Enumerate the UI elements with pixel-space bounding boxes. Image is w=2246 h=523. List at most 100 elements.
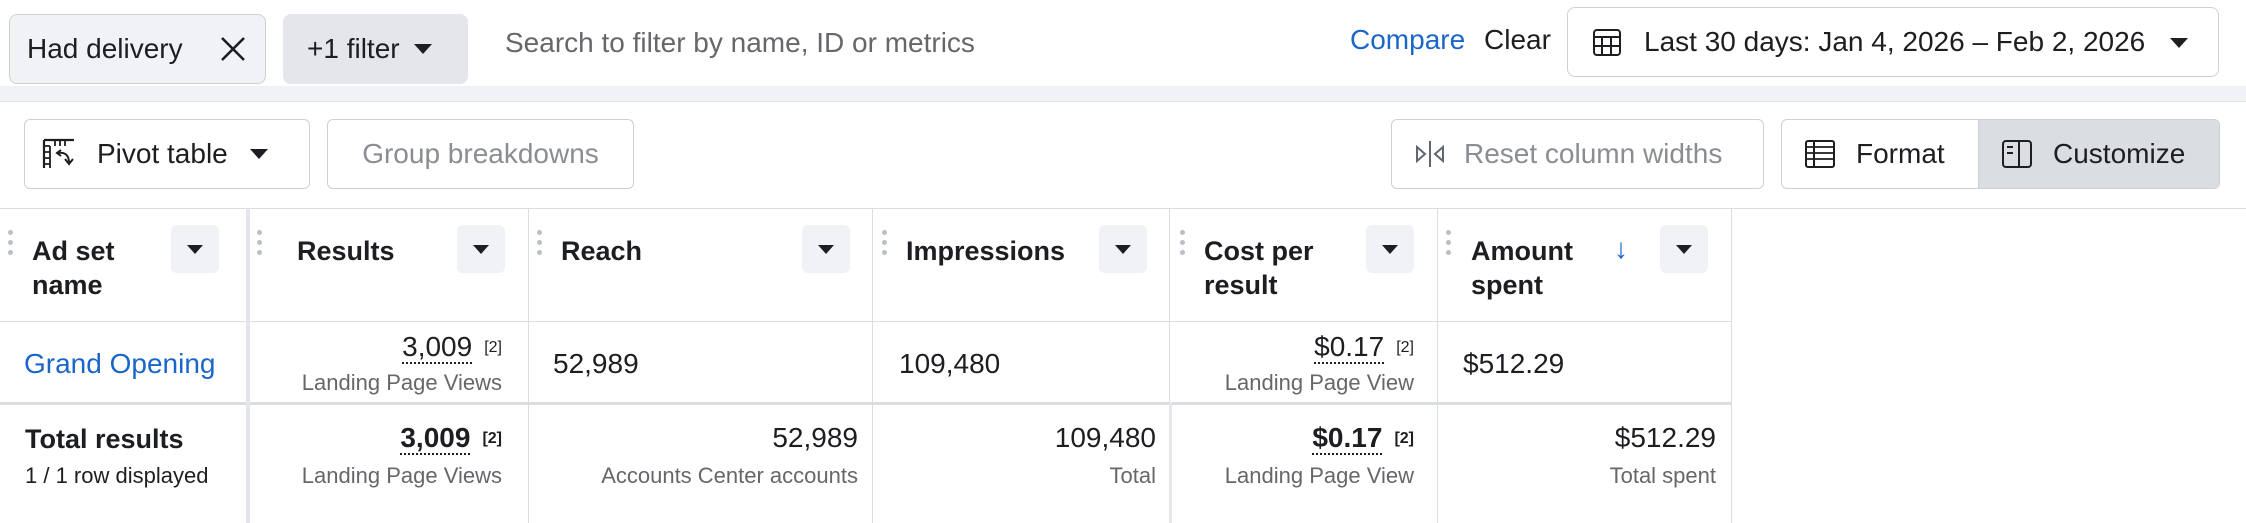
chevron-down-icon — [249, 149, 268, 159]
footnote-marker: [2] — [1394, 430, 1414, 447]
close-icon[interactable] — [215, 31, 251, 67]
amount-spent-value: $512.29 — [1463, 348, 1565, 379]
total-impressions-value: 109,480 — [1054, 422, 1156, 453]
sort-descending-icon[interactable]: ↓ — [1614, 233, 1628, 264]
date-range-label: Last 30 days: Jan 4, 2026 – Feb 2, 2026 — [1644, 26, 2146, 57]
chevron-down-icon — [187, 244, 203, 254]
group-breakdowns-label: Group breakdowns — [362, 138, 599, 169]
row-bottom-border — [0, 402, 1732, 405]
column-header-reach[interactable]: Reach — [561, 236, 643, 266]
frozen-column-divider — [246, 208, 250, 523]
column-drag-handle[interactable] — [257, 230, 263, 270]
total-impressions-type: Total — [1109, 463, 1156, 488]
impressions-value: 109,480 — [899, 348, 1001, 379]
clear-button[interactable]: Clear — [1484, 24, 1551, 55]
pivot-table-label: Pivot table — [97, 138, 228, 169]
column-header-impressions[interactable]: Impressions — [906, 236, 1066, 266]
cost-per-result-number: $0.17 — [1314, 331, 1385, 364]
total-cost-per-result-number: $0.17 — [1312, 422, 1383, 455]
column-drag-handle[interactable] — [882, 230, 888, 270]
column-header-ad-set-name[interactable]: Ad set name — [32, 234, 115, 302]
chevron-down-icon — [473, 244, 489, 254]
report-table-panel: Pivot table Group breakdowns Reset colum… — [0, 101, 2246, 523]
total-reach-value: 52,989 — [772, 422, 858, 453]
format-button[interactable]: Format — [1782, 120, 1979, 188]
column-divider — [1169, 208, 1170, 402]
total-reach-type: Accounts Center accounts — [601, 463, 858, 488]
ad-set-name-link[interactable]: Grand Opening — [24, 348, 216, 379]
column-divider — [872, 208, 873, 523]
total-results-number: 3,009 — [400, 422, 471, 455]
customize-columns-icon — [2002, 140, 2032, 168]
total-results-value[interactable]: 3,009 [2] — [400, 422, 502, 455]
total-cost-per-result-type: Landing Page View — [1224, 463, 1414, 488]
column-menu-button[interactable] — [457, 225, 505, 273]
cost-per-result-value[interactable]: $0.17 [2] — [1314, 331, 1414, 364]
column-menu-button[interactable] — [802, 225, 850, 273]
reach-value: 52,989 — [553, 348, 639, 379]
pivot-table-icon — [42, 138, 74, 168]
column-divider — [1731, 208, 1732, 523]
column-header-label: result — [1204, 270, 1278, 300]
column-header-label: Ad set — [32, 236, 115, 266]
column-resize-icon — [1416, 141, 1444, 167]
column-menu-button[interactable] — [1099, 225, 1147, 273]
footnote-marker: [2] — [482, 430, 502, 447]
calendar-icon — [1593, 29, 1621, 56]
results-number: 3,009 — [402, 331, 473, 364]
column-header-label: spent — [1471, 270, 1544, 300]
group-breakdowns-button[interactable]: Group breakdowns — [327, 119, 634, 189]
total-results-type: Landing Page Views — [301, 463, 502, 488]
footnote-marker: [2] — [1396, 339, 1414, 356]
chevron-down-icon — [1382, 244, 1398, 254]
rows-displayed-clip: 1 / 1 row displayed — [25, 463, 228, 493]
column-drag-handle[interactable] — [1446, 230, 1452, 270]
column-divider — [528, 208, 529, 523]
header-top-border — [0, 208, 2246, 209]
header-bottom-border — [0, 321, 1732, 322]
column-header-label: Amount — [1471, 236, 1573, 266]
results-type: Landing Page Views — [301, 370, 502, 395]
column-menu-button[interactable] — [171, 225, 219, 273]
date-range-picker[interactable]: Last 30 days: Jan 4, 2026 – Feb 2, 2026 — [1567, 7, 2219, 77]
total-amount-spent-type: Total spent — [1609, 463, 1716, 488]
search-input[interactable] — [503, 14, 1327, 72]
reset-column-widths-button[interactable]: Reset column widths — [1391, 119, 1764, 189]
cost-per-result-type: Landing Page View — [1224, 370, 1414, 395]
view-toggle-group: Format Customize — [1781, 119, 2220, 189]
column-header-label: Cost per — [1204, 236, 1314, 266]
pivot-table-button[interactable]: Pivot table — [24, 119, 310, 189]
column-menu-button[interactable] — [1660, 225, 1708, 273]
column-header-amount-spent[interactable]: Amount spent — [1471, 234, 1573, 302]
results-value[interactable]: 3,009 [2] — [402, 331, 502, 364]
column-divider — [1437, 208, 1438, 523]
customize-button[interactable]: Customize — [1979, 120, 2219, 188]
column-header-results[interactable]: Results — [297, 236, 395, 266]
column-menu-button[interactable] — [1366, 225, 1414, 273]
total-amount-spent-value: $512.29 — [1614, 422, 1716, 453]
format-label: Format — [1856, 138, 1945, 169]
filter-chip-label: Had delivery — [27, 33, 183, 64]
chevron-down-icon — [413, 44, 432, 54]
column-header-cost-per-result[interactable]: Cost per result — [1204, 234, 1314, 302]
chevron-down-icon — [1676, 244, 1692, 254]
reset-column-widths-label: Reset column widths — [1464, 138, 1723, 169]
total-cost-per-result-value[interactable]: $0.17 [2] — [1312, 422, 1414, 455]
filter-chip-had-delivery[interactable]: Had delivery — [9, 14, 266, 84]
total-results-label: Total results — [25, 424, 184, 454]
column-divider — [1169, 402, 1172, 523]
column-header-label: name — [32, 270, 103, 300]
customize-label: Customize — [2053, 138, 2186, 169]
chevron-down-icon — [1115, 244, 1131, 254]
compare-link[interactable]: Compare — [1350, 24, 1466, 55]
chevron-down-icon — [2170, 38, 2188, 48]
chevron-down-icon — [818, 244, 834, 254]
rows-displayed-count: 1 / 1 row displayed — [25, 463, 209, 488]
column-drag-handle[interactable] — [8, 230, 14, 270]
column-drag-handle[interactable] — [1180, 230, 1186, 270]
column-drag-handle[interactable] — [537, 230, 543, 270]
more-filters-label: +1 filter — [307, 33, 400, 64]
more-filters-button[interactable]: +1 filter — [283, 14, 468, 84]
footnote-marker: [2] — [484, 339, 502, 356]
filter-bar: Had delivery +1 filter Compare Clear Las… — [0, 0, 2246, 86]
